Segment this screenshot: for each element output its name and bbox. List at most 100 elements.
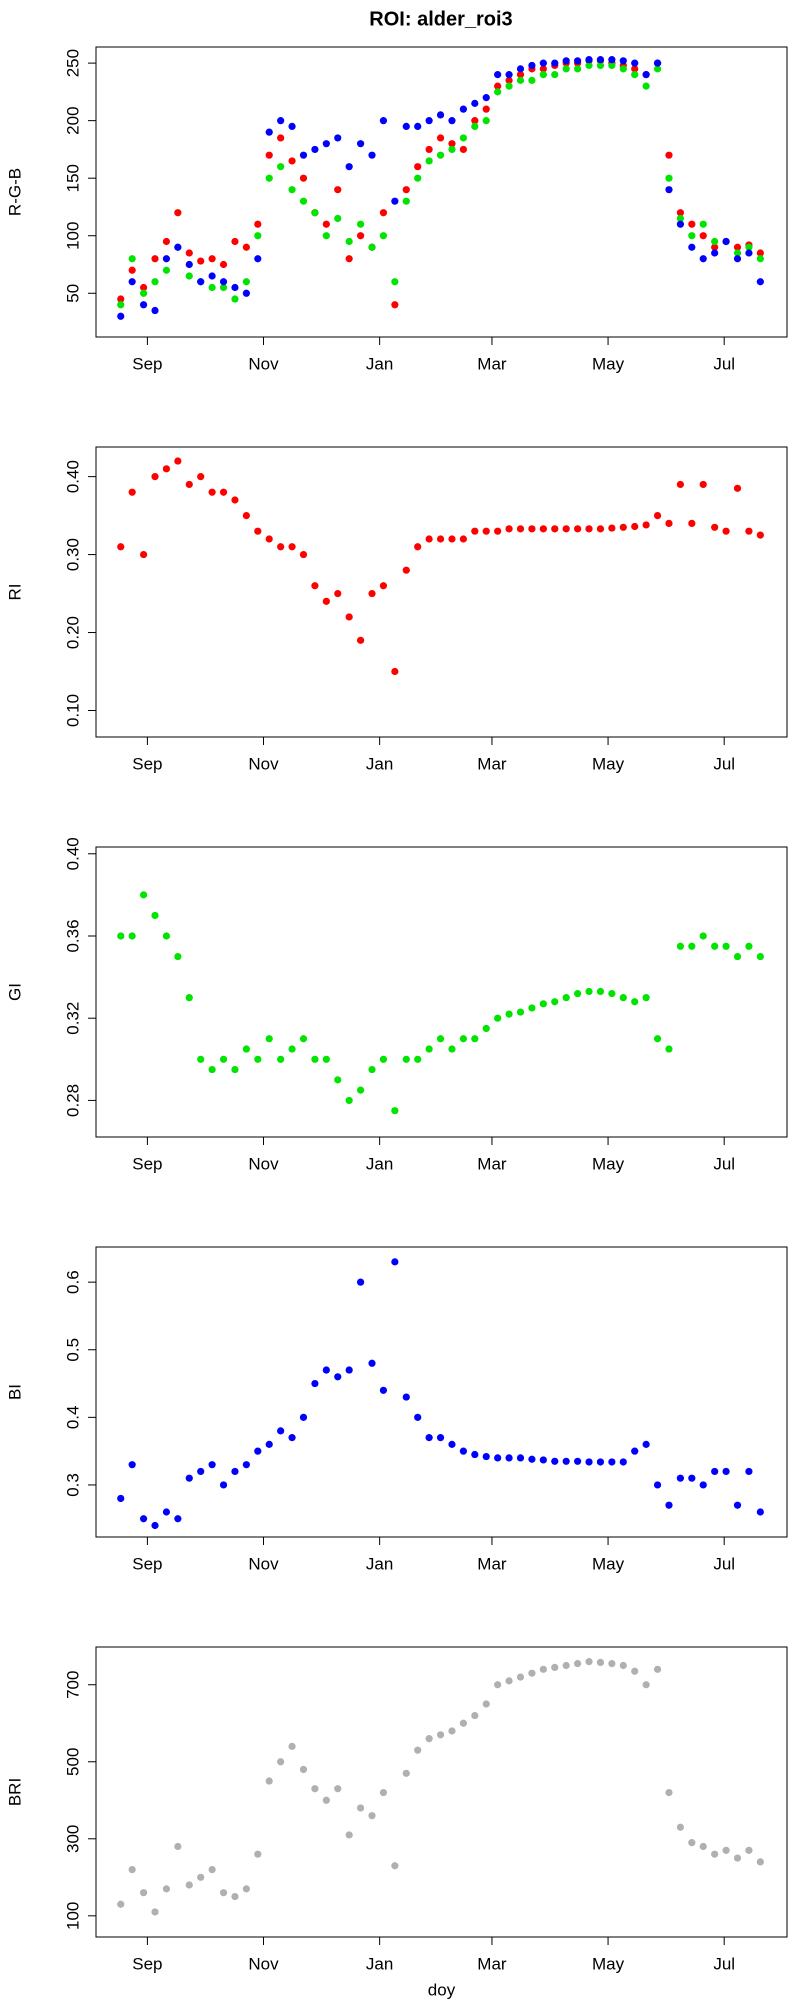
- point: [665, 151, 673, 159]
- point: [745, 1467, 753, 1476]
- point: [128, 932, 136, 940]
- point: [219, 260, 228, 269]
- point: [596, 1458, 605, 1466]
- point: [208, 272, 216, 280]
- point: [699, 932, 707, 940]
- point: [311, 1055, 319, 1063]
- x-tick-label: Mar: [477, 1154, 507, 1173]
- point: [311, 582, 319, 590]
- point: [174, 952, 182, 961]
- point: [231, 1467, 239, 1476]
- x-tick-label: Nov: [248, 1554, 279, 1573]
- point: [574, 1659, 582, 1668]
- point: [722, 237, 730, 246]
- point: [482, 1452, 490, 1461]
- point: [653, 65, 662, 73]
- x-tick-label: Nov: [248, 1154, 279, 1173]
- point: [756, 1508, 764, 1516]
- point: [619, 65, 627, 73]
- y-tick-label: 0.40: [63, 460, 82, 493]
- point: [448, 535, 456, 543]
- point: [402, 197, 410, 205]
- point: [733, 1501, 742, 1509]
- x-tick-label: May: [592, 1554, 625, 1573]
- point: [425, 157, 433, 165]
- x-tick-label: Mar: [477, 354, 507, 373]
- point: [242, 289, 250, 297]
- point: [596, 525, 605, 533]
- point: [562, 65, 570, 73]
- point: [311, 145, 319, 154]
- point: [265, 128, 273, 136]
- point: [402, 1769, 410, 1777]
- point: [448, 1727, 456, 1735]
- point: [219, 488, 228, 496]
- point: [162, 255, 171, 263]
- point: [551, 59, 559, 67]
- point: [539, 71, 547, 79]
- point: [528, 525, 536, 533]
- point: [471, 1711, 479, 1720]
- plot-frame: [95, 1646, 788, 1938]
- point: [368, 1359, 376, 1367]
- point: [117, 312, 125, 320]
- point: [711, 243, 719, 251]
- point: [402, 1055, 410, 1063]
- point: [379, 117, 388, 125]
- point: [653, 1035, 662, 1043]
- point: [494, 82, 502, 90]
- point: [733, 1854, 742, 1862]
- point: [653, 1665, 662, 1673]
- point: [322, 597, 330, 605]
- point: [117, 543, 125, 551]
- point: [436, 134, 445, 142]
- point: [471, 1035, 479, 1043]
- point: [665, 1788, 673, 1797]
- point: [425, 117, 433, 125]
- point: [311, 1379, 319, 1388]
- point: [665, 186, 673, 194]
- point: [197, 1467, 205, 1476]
- point: [505, 71, 513, 79]
- point: [254, 1447, 262, 1455]
- point: [414, 543, 422, 551]
- point: [345, 255, 353, 263]
- point: [676, 1474, 684, 1482]
- point: [585, 1658, 593, 1666]
- point: [356, 1804, 365, 1812]
- point: [608, 989, 616, 998]
- point: [208, 1461, 216, 1469]
- point: [197, 278, 205, 286]
- point: [459, 1719, 467, 1727]
- point: [505, 525, 513, 533]
- point: [356, 1278, 365, 1286]
- y-tick-label: 700: [63, 1671, 82, 1699]
- point: [414, 1413, 422, 1421]
- point: [334, 214, 342, 223]
- point: [139, 891, 148, 899]
- y-axis-label: BRI: [5, 1778, 24, 1806]
- point: [459, 105, 467, 113]
- x-tick-label: Jan: [366, 1954, 393, 1973]
- point: [414, 1746, 422, 1754]
- point: [551, 525, 559, 533]
- point: [699, 480, 707, 489]
- x-tick-label: Jan: [366, 754, 393, 773]
- point: [459, 145, 467, 154]
- y-axis-label: GI: [5, 983, 24, 1001]
- point: [208, 1866, 216, 1874]
- point: [551, 71, 559, 79]
- point: [642, 1440, 650, 1448]
- point: [482, 117, 490, 125]
- point: [482, 94, 490, 102]
- point: [151, 1521, 159, 1530]
- point: [402, 566, 410, 574]
- point: [208, 488, 216, 496]
- point: [219, 1481, 228, 1489]
- point: [128, 1866, 136, 1874]
- x-tick-label: Nov: [248, 754, 279, 773]
- point: [425, 1434, 433, 1442]
- y-tick-label: 0.5: [63, 1338, 82, 1362]
- point: [265, 535, 273, 543]
- point: [448, 117, 456, 125]
